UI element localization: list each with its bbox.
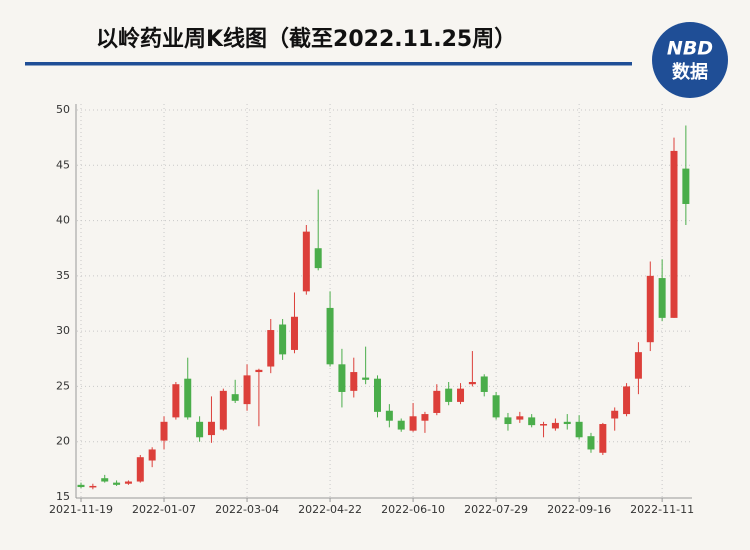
- candle-body: [634, 352, 642, 379]
- candle-body: [196, 421, 204, 438]
- candle-body: [611, 410, 619, 419]
- y-tick-label: 45: [56, 158, 70, 171]
- candle-body: [302, 231, 310, 292]
- candle-body: [219, 390, 227, 430]
- candle-body: [350, 372, 358, 391]
- y-tick-label: 25: [56, 379, 70, 392]
- y-tick-label: 40: [56, 214, 70, 227]
- x-tick-label: 2021-11-19: [49, 503, 113, 516]
- title-rule: [25, 62, 632, 66]
- candle-body: [563, 421, 571, 425]
- candle-body: [409, 416, 417, 431]
- candle-body: [587, 436, 595, 450]
- candle-body: [184, 378, 192, 418]
- y-tick-label: 20: [56, 435, 70, 448]
- candle-body: [148, 449, 156, 461]
- y-tick-label: 35: [56, 269, 70, 282]
- x-tick-label: 2022-03-04: [215, 503, 279, 516]
- candle-body: [599, 424, 607, 453]
- candle-body: [433, 390, 441, 413]
- x-tick-label: 2022-06-10: [381, 503, 445, 516]
- y-tick-label: 15: [56, 490, 70, 503]
- candle-body: [243, 375, 251, 405]
- candle-body: [504, 417, 512, 425]
- candle-body: [670, 150, 678, 318]
- candle-body: [207, 421, 215, 436]
- x-tick-label: 2022-04-22: [298, 503, 362, 516]
- candle-body: [231, 394, 239, 401]
- candle-body: [492, 395, 500, 418]
- candle-body: [314, 248, 322, 269]
- chart-title: 以岭药业周K线图（截至2022.11.25周）: [96, 26, 516, 52]
- candle-body: [682, 168, 690, 204]
- candle-body: [540, 424, 548, 426]
- x-tick-label: 2022-01-07: [132, 503, 196, 516]
- logo-text: NBD: [667, 38, 713, 60]
- candle-body: [101, 478, 109, 482]
- candle-body: [528, 417, 536, 426]
- candle-body: [445, 388, 453, 402]
- candle-body: [338, 364, 346, 392]
- y-tick-label: 50: [56, 103, 70, 116]
- candle-body: [89, 485, 97, 488]
- candle-body: [136, 457, 144, 482]
- x-tick-label: 2022-07-29: [464, 503, 528, 516]
- candle-body: [77, 484, 85, 488]
- candle-body: [267, 330, 275, 367]
- candle-body: [255, 369, 263, 373]
- candle-body: [326, 307, 334, 365]
- candle-body: [279, 324, 287, 355]
- candle-body: [516, 416, 524, 420]
- candle-body: [457, 388, 465, 402]
- candle-body: [397, 420, 405, 430]
- candle-body: [362, 377, 370, 380]
- x-tick-label: 2022-11-11: [630, 503, 694, 516]
- y-tick-label: 30: [56, 324, 70, 337]
- candle-body: [374, 378, 381, 412]
- candle-body: [113, 482, 121, 485]
- x-tick-label: 2022-09-16: [547, 503, 611, 516]
- logo-text: 数据: [672, 61, 708, 83]
- candle-body: [551, 422, 559, 429]
- candle-body: [623, 386, 631, 415]
- candle-body: [658, 278, 666, 318]
- candle-body: [468, 382, 476, 385]
- candle-body: [160, 421, 168, 441]
- candle-body: [172, 384, 180, 418]
- candle-body: [421, 414, 429, 421]
- candle-body: [646, 275, 654, 343]
- candle-body: [385, 410, 393, 421]
- candle-body: [290, 316, 298, 350]
- candle-body: [480, 376, 488, 392]
- candle-body: [575, 421, 583, 438]
- candle-body: [124, 481, 132, 484]
- logo: [652, 22, 728, 98]
